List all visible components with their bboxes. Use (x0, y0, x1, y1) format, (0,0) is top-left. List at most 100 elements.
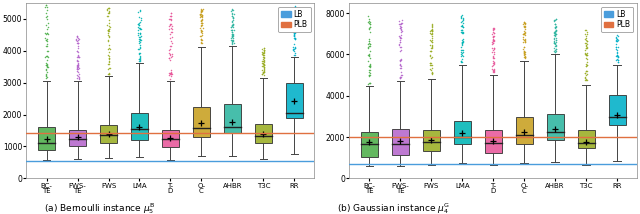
Point (551, 47, 561, 50)
Point (104, 6, 115, 10)
Point (457, 60, 467, 63)
Point (73, 41, 83, 45)
Point (104, 22, 114, 25)
Point (365, 21, 375, 24)
Point (40, 36, 51, 39)
Point (228, 12, 239, 15)
Point (458, 25, 468, 28)
Point (289, 37, 300, 41)
Point (166, 27, 177, 31)
Point (580, 69, 591, 73)
Point (165, 18, 175, 21)
Point (580, 62, 591, 66)
Text: (a) Bernoulli instance $\mu_5^\mathrm{B}$: (a) Bernoulli instance $\mu_5^\mathrm{B}… (44, 201, 155, 214)
Point (288, 7, 298, 11)
Point (364, 65, 374, 68)
Point (427, 72, 437, 76)
Point (364, 20, 374, 24)
Point (520, 55, 530, 58)
Point (456, 46, 467, 49)
Point (396, 74, 406, 77)
Point (259, 65, 269, 68)
Point (227, 36, 237, 39)
Point (259, 70, 269, 73)
Point (41, 4, 51, 7)
Point (582, 51, 592, 55)
Point (227, 14, 237, 17)
Point (519, 22, 529, 25)
Point (228, 15, 238, 19)
Point (104, 59, 114, 63)
Point (363, 42, 373, 45)
Point (612, 9, 622, 13)
Point (227, 24, 237, 27)
Point (42, 66, 52, 69)
Point (104, 7, 114, 10)
Point (165, 77, 175, 80)
Point (394, 64, 404, 67)
Point (426, 71, 436, 74)
Point (135, 58, 145, 61)
Point (580, 52, 590, 55)
Point (395, 36, 405, 39)
Point (363, 59, 373, 62)
Point (289, 31, 300, 35)
Point (259, 52, 269, 55)
Point (196, 9, 206, 12)
Point (580, 78, 590, 81)
Point (165, 70, 175, 73)
Point (42, 75, 52, 79)
Point (104, 43, 115, 47)
Point (550, 44, 560, 48)
Point (458, 25, 468, 28)
Point (519, 53, 529, 57)
Point (136, 18, 146, 22)
Point (428, 37, 438, 40)
Point (103, 28, 113, 32)
Point (195, 15, 205, 19)
Point (259, 67, 269, 71)
Point (396, 18, 406, 22)
Point (166, 72, 177, 76)
Point (103, 38, 113, 42)
Point (458, 50, 468, 54)
Point (456, 31, 467, 35)
Point (488, 27, 498, 30)
Point (520, 55, 530, 59)
Point (104, 73, 114, 76)
Point (365, 49, 376, 52)
Point (611, 18, 621, 22)
Point (396, 66, 406, 70)
Point (613, 28, 623, 31)
Point (195, 19, 205, 22)
Point (581, 28, 591, 32)
Point (135, 37, 145, 41)
Point (456, 41, 467, 44)
Point (396, 30, 406, 34)
Point (550, 40, 561, 43)
Point (582, 39, 592, 42)
Point (289, 8, 300, 12)
Point (489, 32, 499, 35)
Point (197, 33, 207, 36)
Point (549, 25, 559, 29)
Point (364, 40, 374, 43)
Point (290, 24, 300, 27)
Point (73, 39, 83, 42)
Point (134, 21, 144, 25)
Point (164, 56, 175, 60)
Point (425, 39, 435, 42)
Point (102, 72, 113, 75)
Point (288, 48, 298, 52)
Point (611, 22, 621, 25)
Point (134, 39, 144, 43)
Point (42, 32, 52, 35)
Point (364, 64, 374, 67)
Point (102, 7, 113, 11)
Point (166, 72, 176, 76)
Point (72, 68, 82, 71)
Point (195, 34, 205, 38)
Point (102, 23, 113, 27)
Point (42, 50, 52, 53)
Point (196, 21, 207, 25)
